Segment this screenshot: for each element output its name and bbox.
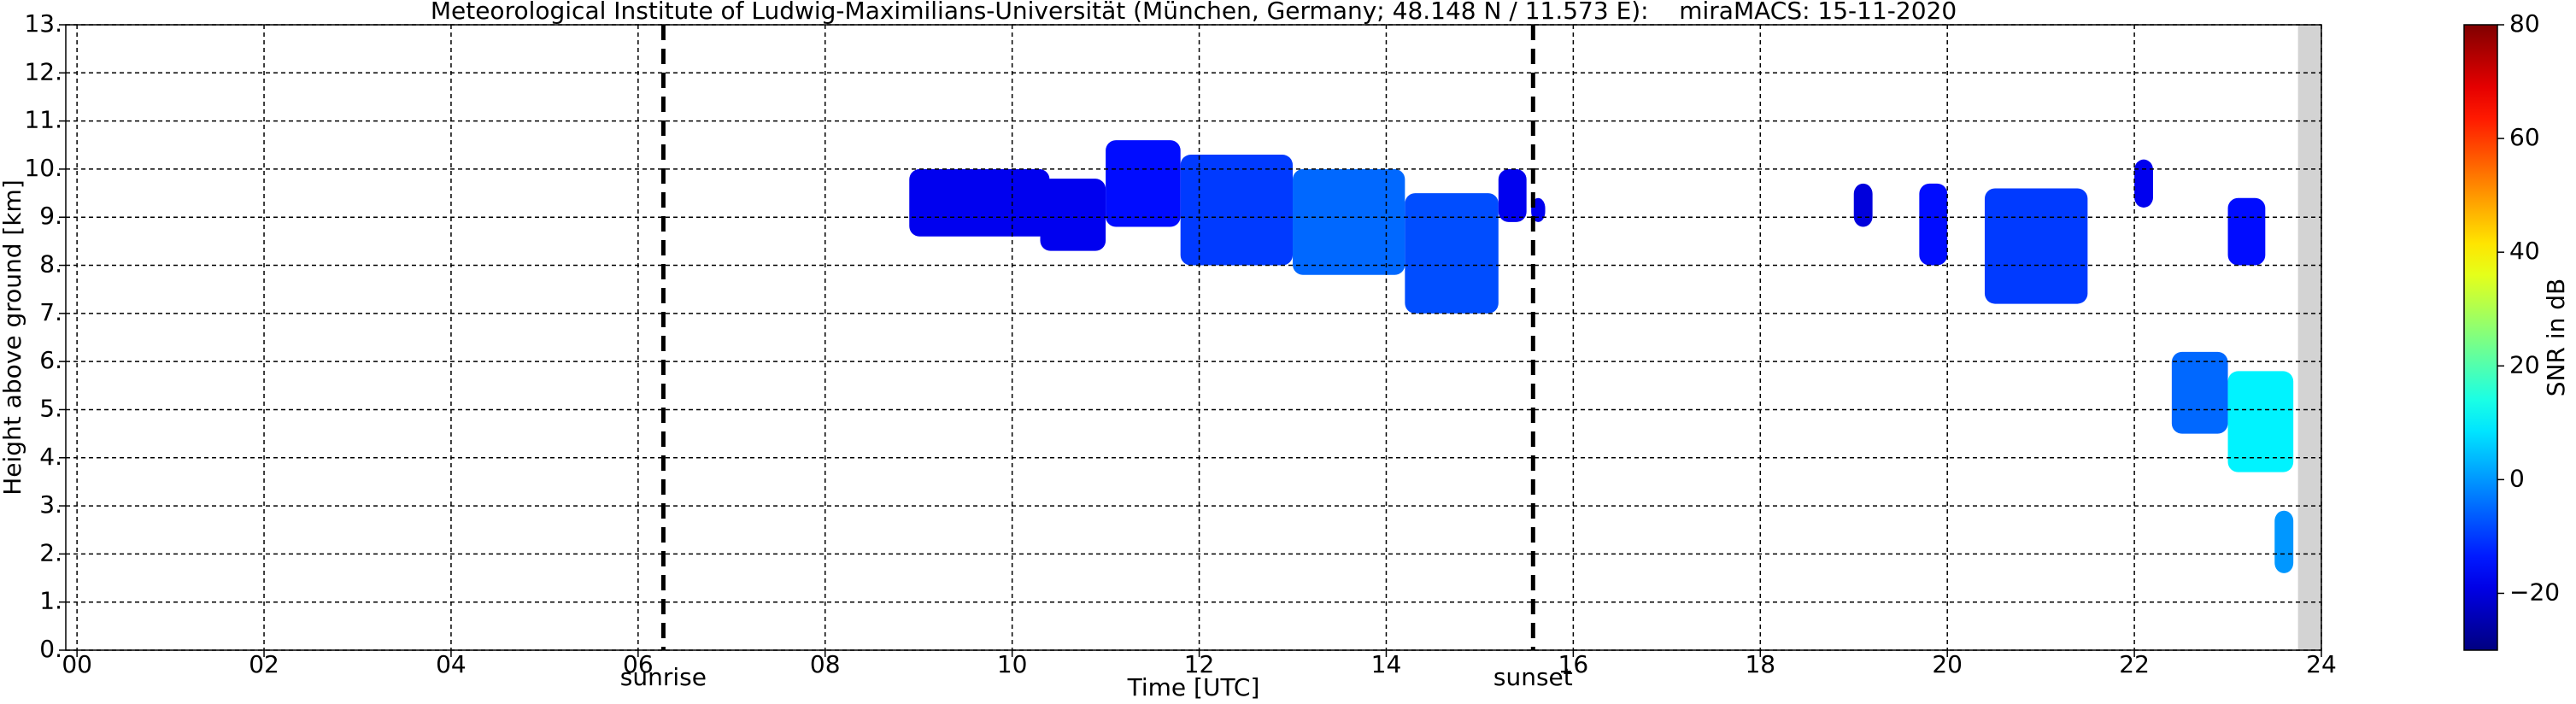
y-axis-label: Height above ground [km] [0, 179, 26, 496]
y-tick-label: 9. [39, 202, 62, 230]
x-tick-label: 02 [249, 650, 279, 678]
y-tick-label: 1. [39, 587, 62, 615]
x-tick-label: 00 [62, 650, 92, 678]
snr-patch [2227, 371, 2294, 472]
snr-patch [1405, 193, 1499, 314]
snr-patch [2134, 159, 2153, 208]
colorbar [2463, 24, 2498, 651]
x-tick-label: 20 [1932, 650, 1963, 678]
snr-patch [2171, 351, 2228, 434]
colorbar-tick-label: 60 [2509, 123, 2540, 151]
colorbar-tick-label: 80 [2509, 9, 2540, 38]
x-tick-label: 06 [623, 650, 654, 678]
x-tick-label: 10 [997, 650, 1028, 678]
y-tick-label: 10. [24, 154, 62, 182]
snr-patch [1498, 168, 1527, 222]
y-tick-label: 8. [39, 250, 62, 279]
event-label: sunrise [620, 663, 707, 691]
snr-patch [1853, 183, 1873, 227]
x-tick-label: 12 [1184, 650, 1215, 678]
plot-frame [65, 24, 2322, 651]
x-tick-label: 14 [1371, 650, 1402, 678]
snr-patch [1984, 188, 2088, 304]
x-tick-label: 16 [1558, 650, 1589, 678]
y-tick-label: 5. [39, 394, 62, 422]
x-tick-label: 24 [2306, 650, 2337, 678]
colorbar-tick-label: 20 [2509, 350, 2540, 378]
snr-patch [1106, 140, 1181, 227]
y-tick-label: 2. [39, 538, 62, 566]
snr-patch [1919, 183, 1948, 266]
snr-patch [1040, 179, 1106, 251]
y-tick-label: 4. [39, 443, 62, 471]
snr-patch [2227, 197, 2266, 266]
colorbar-tick-label: 0 [2509, 464, 2525, 492]
colorbar-tick-label: 40 [2509, 237, 2540, 265]
colorbar-label: SNR in dB [2542, 279, 2570, 396]
y-tick-label: 13. [24, 9, 62, 38]
colorbar-tick-label: −20 [2509, 578, 2560, 606]
snr-patch [1293, 168, 1405, 275]
missing-region [2297, 25, 2321, 650]
y-tick-label: 3. [39, 490, 62, 519]
snr-patch [909, 168, 1050, 237]
x-tick-label: 18 [1745, 650, 1775, 678]
x-axis-label: Time [UTC] [1127, 673, 1260, 701]
snr-patch [2274, 510, 2294, 573]
x-tick-label: 04 [436, 650, 466, 678]
snr-patch [1180, 155, 1294, 266]
y-tick-label: 0. [39, 635, 62, 663]
x-tick-label: 08 [810, 650, 841, 678]
y-tick-label: 6. [39, 346, 62, 374]
event-label: sunset [1493, 663, 1573, 691]
y-tick-label: 12. [24, 57, 62, 85]
y-tick-label: 11. [24, 106, 62, 134]
x-tick-label: 22 [2119, 650, 2150, 678]
y-tick-label: 7. [39, 298, 62, 326]
chart-title: Meteorological Institute of Ludwig-Maxim… [431, 0, 1957, 25]
